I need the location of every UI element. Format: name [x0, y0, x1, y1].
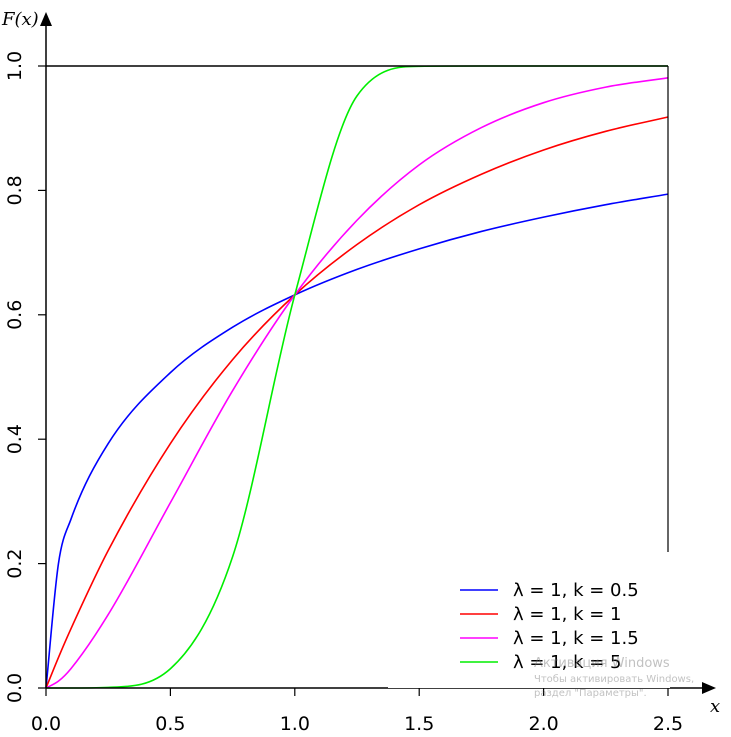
x-tick-label: 0.5 [155, 713, 185, 735]
watermark-line-1: Активация Windows [534, 656, 670, 671]
y-tick-label: 0.6 [4, 300, 26, 330]
x-tick-label: 2.5 [653, 713, 683, 735]
legend-items: λ = 1, k = 0.5 λ = 1, k = 1 λ = 1, k = 1.5… [460, 580, 639, 673]
x-ticks: 0.0 0.5 1.0 1.5 2.0 2.5 [31, 688, 683, 735]
x-axis-label: x [710, 696, 720, 717]
x-axis-arrow-icon [702, 682, 716, 694]
y-tick-label: 0.8 [4, 175, 26, 205]
y-axis-label: F(x) [1, 9, 39, 30]
watermark-line-2: Чтобы активировать Windows, [534, 674, 694, 685]
y-ticks: 0.0 0.2 0.4 0.6 0.8 1.0 [4, 51, 46, 703]
legend-label-1: λ = 1, k = 0.5 [513, 580, 639, 601]
x-tick-label: 1.5 [404, 713, 434, 735]
y-tick-label: 0.4 [4, 424, 26, 454]
legend-label-2: λ = 1, k = 1 [513, 604, 621, 625]
y-axis-arrow-icon [40, 12, 52, 26]
x-tick-label: 2.0 [528, 713, 558, 735]
series-line-1 [45, 193, 669, 689]
y-tick-label: 1.0 [4, 51, 26, 81]
series-line-2 [45, 116, 669, 689]
x-tick-label: 1.0 [280, 713, 310, 735]
legend: λ = 1, k = 0.5 λ = 1, k = 1 λ = 1, k = 1.5… [388, 552, 670, 688]
legend-box [388, 552, 670, 688]
series-line-3 [45, 77, 669, 689]
watermark: Активация Windows Чтобы активировать Win… [534, 656, 694, 699]
x-tick-label: 0.0 [31, 713, 61, 735]
y-tick-label: 0.0 [4, 673, 26, 703]
y-tick-label: 0.2 [4, 548, 26, 578]
legend-label-3: λ = 1, k = 1.5 [513, 628, 639, 649]
legend-label-4: λ = 1, k = 5 [513, 652, 621, 673]
watermark-line-3: раздел "Параметры". [534, 688, 647, 699]
